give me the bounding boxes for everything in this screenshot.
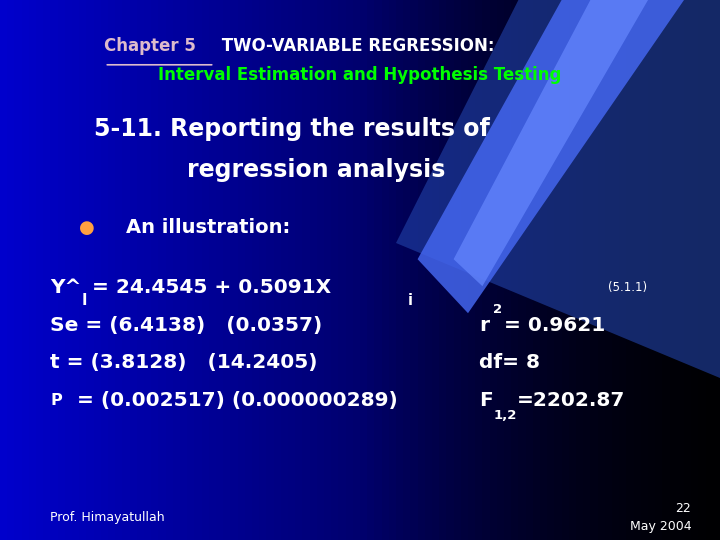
Text: 22: 22 <box>675 502 691 515</box>
Text: F: F <box>479 391 492 410</box>
Text: df= 8: df= 8 <box>479 353 540 373</box>
Text: i: i <box>408 293 413 308</box>
Text: = (0.002517) (0.000000289): = (0.002517) (0.000000289) <box>70 391 397 410</box>
Text: TWO-VARIABLE REGRESSION:: TWO-VARIABLE REGRESSION: <box>216 37 495 55</box>
Text: t = (3.8128)   (14.2405): t = (3.8128) (14.2405) <box>50 353 318 373</box>
Polygon shape <box>418 0 684 313</box>
Text: Chapter 5: Chapter 5 <box>104 37 197 55</box>
Polygon shape <box>454 0 648 286</box>
Text: An illustration:: An illustration: <box>126 218 290 238</box>
Text: Y^: Y^ <box>50 278 82 297</box>
Text: P: P <box>50 393 62 408</box>
Text: 5-11. Reporting the results of: 5-11. Reporting the results of <box>94 117 490 140</box>
Text: =2202.87: =2202.87 <box>517 391 626 410</box>
Text: I: I <box>81 293 87 308</box>
Polygon shape <box>396 0 720 378</box>
Text: Prof. Himayatullah: Prof. Himayatullah <box>50 511 165 524</box>
Text: = 24.4545 + 0.5091X: = 24.4545 + 0.5091X <box>92 278 331 297</box>
Text: r: r <box>479 315 489 335</box>
Text: 1,2: 1,2 <box>494 409 517 422</box>
Text: (5.1.1): (5.1.1) <box>608 281 647 294</box>
Text: May 2004: May 2004 <box>629 520 691 533</box>
Text: regression analysis: regression analysis <box>187 158 446 182</box>
Text: = 0.9621: = 0.9621 <box>504 315 606 335</box>
Text: Se = (6.4138)   (0.0357): Se = (6.4138) (0.0357) <box>50 315 323 335</box>
Text: Interval Estimation and Hypothesis Testing: Interval Estimation and Hypothesis Testi… <box>158 65 562 84</box>
Text: ●: ● <box>79 219 95 237</box>
Text: 2: 2 <box>493 303 503 316</box>
